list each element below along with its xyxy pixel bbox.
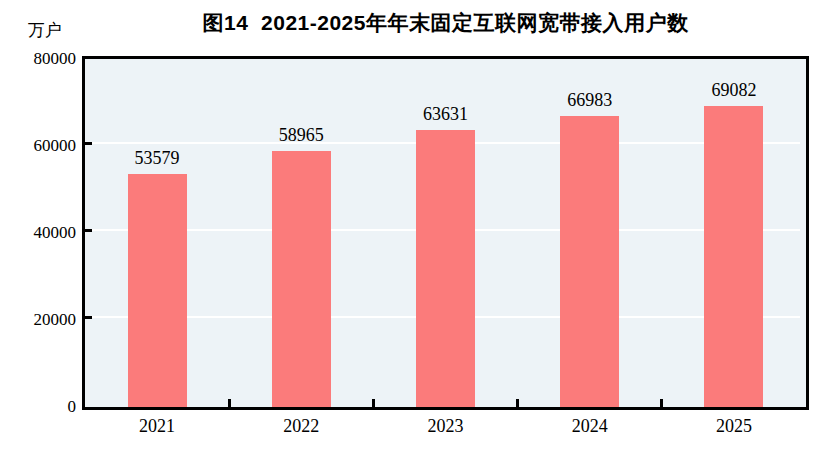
bar-2023: [416, 130, 475, 407]
y-axis-tick-mark: [85, 142, 92, 145]
y-axis-unit-label: 万户: [28, 19, 62, 42]
x-axis-tick-label: 2024: [518, 416, 662, 437]
bar-value-label: 63631: [373, 104, 517, 125]
bar-2021: [128, 174, 187, 407]
bar-value-label: 58965: [229, 125, 373, 146]
bar-2025: [704, 106, 763, 407]
y-axis-tick-label: 80000: [24, 49, 76, 69]
y-axis-tick-mark: [85, 316, 92, 319]
bar-value-label: 53579: [85, 148, 229, 169]
y-axis-tick-label: 0: [24, 397, 76, 417]
x-axis-tick-label: 2022: [229, 416, 373, 437]
y-axis-tick-label: 40000: [24, 223, 76, 243]
x-axis-tick-mark: [372, 399, 375, 407]
y-axis-tick-label: 60000: [24, 136, 76, 156]
x-axis-tick-mark: [660, 399, 663, 407]
bar-2022: [272, 151, 331, 407]
chart-figure: 万户 图14 2021-2025年年末固定互联网宽带接入用户数 0 20000 40…: [0, 0, 825, 459]
bar-value-label: 69082: [662, 80, 806, 101]
y-axis-tick-label: 20000: [24, 310, 76, 330]
chart-title: 图14 2021-2025年年末固定互联网宽带接入用户数: [82, 9, 809, 37]
bar-2024: [560, 116, 619, 407]
x-axis-tick-mark: [228, 399, 231, 407]
x-axis-tick-mark: [516, 399, 519, 407]
x-axis-tick-label: 2021: [85, 416, 229, 437]
x-axis-tick-label: 2023: [373, 416, 517, 437]
x-axis-tick-label: 2025: [662, 416, 806, 437]
bar-value-label: 66983: [518, 90, 662, 111]
y-axis-tick-mark: [85, 229, 92, 232]
